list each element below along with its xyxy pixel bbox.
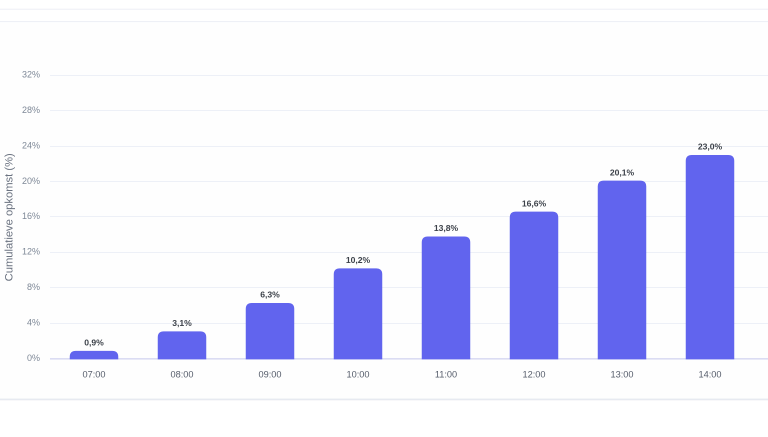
svg-text:12%: 12%	[22, 247, 40, 257]
svg-text:0,9%: 0,9%	[84, 338, 104, 348]
svg-text:6,3%: 6,3%	[260, 290, 280, 300]
svg-text:24%: 24%	[22, 140, 40, 150]
svg-text:14:00: 14:00	[699, 370, 722, 380]
svg-text:08:00: 08:00	[171, 370, 194, 380]
svg-text:11:00: 11:00	[435, 370, 457, 380]
svg-text:12:00: 12:00	[523, 370, 546, 380]
svg-text:09:00: 09:00	[259, 370, 282, 380]
svg-text:10,2%: 10,2%	[346, 255, 371, 265]
svg-text:13,8%: 13,8%	[434, 223, 459, 233]
svg-text:3,1%: 3,1%	[172, 318, 192, 328]
svg-text:32%: 32%	[22, 69, 40, 79]
svg-text:07:00: 07:00	[83, 370, 106, 380]
svg-text:Cumulatieve opkomst (%): Cumulatieve opkomst (%)	[4, 153, 16, 281]
svg-text:8%: 8%	[27, 282, 40, 292]
svg-text:28%: 28%	[22, 105, 40, 115]
svg-text:20,1%: 20,1%	[610, 167, 635, 177]
svg-text:23,0%: 23,0%	[698, 142, 723, 152]
svg-text:16%: 16%	[22, 211, 40, 221]
svg-text:13:00: 13:00	[611, 370, 634, 380]
svg-text:16,6%: 16,6%	[522, 198, 547, 208]
svg-text:0%: 0%	[27, 353, 40, 363]
svg-text:20%: 20%	[22, 176, 40, 186]
svg-text:4%: 4%	[27, 318, 40, 328]
svg-text:10:00: 10:00	[347, 370, 370, 380]
